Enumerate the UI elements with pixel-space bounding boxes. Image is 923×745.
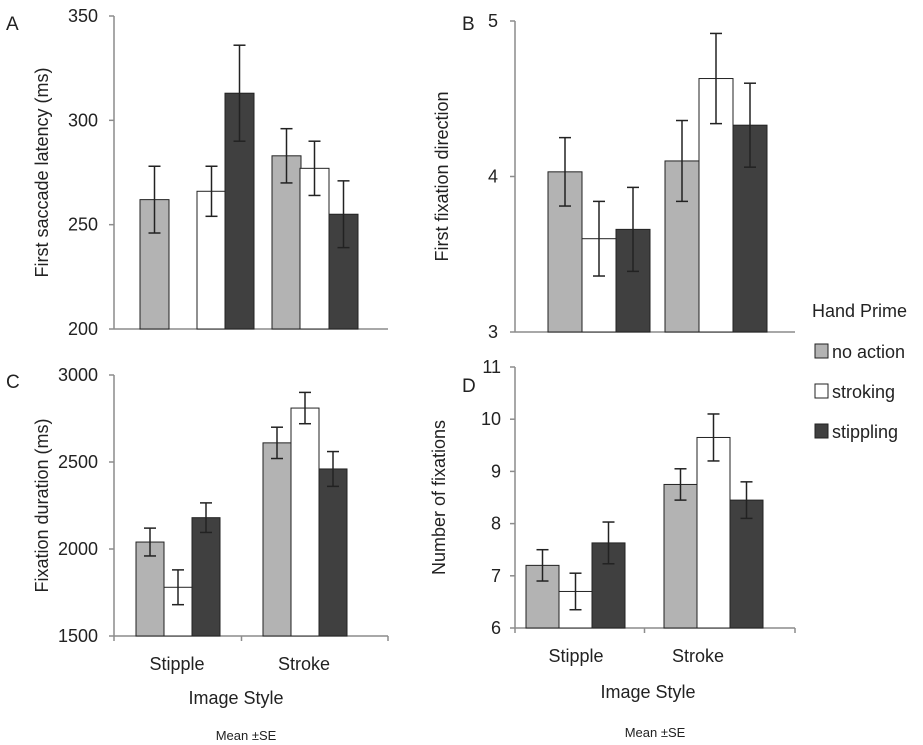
y-tick-label: 10 <box>481 409 501 429</box>
error-bar <box>676 119 688 203</box>
y-axis-label: First fixation direction <box>432 91 452 261</box>
legend-items: no action stroking stippling <box>814 342 905 442</box>
y-tick-label: 9 <box>491 461 501 481</box>
error-bar <box>536 548 549 582</box>
y-tick-label: 200 <box>68 319 98 339</box>
bar-stippling-stipple <box>615 228 651 333</box>
legend-label: no action <box>832 342 905 362</box>
y-tick-label: 5 <box>488 11 498 31</box>
legend-swatch <box>814 343 829 359</box>
error-bar <box>674 468 687 501</box>
error-bar <box>172 569 184 606</box>
error-bar <box>559 136 571 207</box>
error-bar <box>627 186 639 273</box>
category-label: Stroke <box>278 654 330 674</box>
error-bar <box>710 32 722 125</box>
chart-panel-d: D 6 7 8 9 10 11 Number of fixations Stipple Strok… <box>429 357 796 740</box>
bar-stippling-stipple <box>191 517 221 637</box>
legend-label: stroking <box>832 382 895 402</box>
legend-label: stippling <box>832 422 898 442</box>
y-tick-label: 3000 <box>58 365 98 385</box>
legend-swatch <box>814 383 829 399</box>
bar-stippling-stroke <box>318 468 348 637</box>
error-bar <box>200 502 212 534</box>
y-tick-label: 250 <box>68 215 98 235</box>
chart-panel-c: C 1500 2000 2500 3000 Fixation duration (ms) S… <box>6 365 389 743</box>
y-tick-label: 3 <box>488 322 498 342</box>
error-bar <box>271 426 283 460</box>
error-bar <box>299 391 311 425</box>
y-tick-label: 300 <box>68 110 98 130</box>
panel-letter: A <box>6 14 19 35</box>
error-bar <box>569 572 582 611</box>
y-tick-label: 2500 <box>58 452 98 472</box>
panel-letter: C <box>6 372 20 393</box>
legend-item-no-action: no action <box>814 342 905 362</box>
error-bar <box>327 450 339 488</box>
category-label: Stroke <box>672 646 724 666</box>
y-tick-label: 11 <box>482 357 501 377</box>
bar-stroking-stroke <box>290 407 320 637</box>
legend-item-stippling: stippling <box>814 422 898 442</box>
legend-item-stroking: stroking <box>814 382 895 402</box>
y-tick-label: 1500 <box>58 626 98 646</box>
error-bar <box>308 140 321 197</box>
legend: Hand Prime no action stroking stippling <box>812 301 907 442</box>
footnote: Mean ±SE <box>216 728 277 743</box>
y-axis-label: Number of fixations <box>429 420 449 575</box>
panel-letter: D <box>462 376 476 397</box>
bar-no-action-stroke <box>271 155 302 330</box>
error-bar <box>740 481 753 520</box>
y-axis-label: First saccade latency (ms) <box>32 67 52 277</box>
y-axis-label: Fixation duration (ms) <box>32 418 52 592</box>
y-tick-label: 350 <box>68 6 98 26</box>
y-tick-label: 7 <box>491 566 501 586</box>
y-tick-label: 2000 <box>58 539 98 559</box>
category-label: Stipple <box>548 646 603 666</box>
legend-title: Hand Prime <box>812 301 907 321</box>
error-bar <box>593 200 605 277</box>
error-bar <box>337 180 350 249</box>
error-bar <box>148 165 161 234</box>
chart-panel-b: B 3 4 5 First fixation direction <box>432 11 795 342</box>
chart-panel-a: A 200 250 300 350 First saccade latency (ms) <box>6 6 388 339</box>
x-axis-label: Image Style <box>188 688 283 708</box>
x-axis-label: Image Style <box>600 682 695 702</box>
error-bar <box>144 527 156 557</box>
bar-stippling-stroke <box>729 499 764 629</box>
chart-panels: A 200 250 300 350 First saccade latency (ms) B… <box>6 6 796 743</box>
bar-no-action-stroke <box>663 483 698 629</box>
footnote: Mean ±SE <box>625 725 686 740</box>
y-tick-label: 4 <box>488 167 498 187</box>
error-bar <box>280 127 293 184</box>
error-bar <box>744 82 756 168</box>
panel-letter: B <box>462 14 475 35</box>
bar-stroking-stroke <box>696 436 731 629</box>
y-tick-label: 6 <box>491 618 501 638</box>
y-tick-label: 8 <box>491 514 501 534</box>
category-label: Stipple <box>149 654 204 674</box>
error-bar <box>707 413 720 462</box>
legend-swatch <box>814 423 829 439</box>
error-bar <box>233 44 246 142</box>
error-bar <box>602 521 615 565</box>
bar-no-action-stroke <box>262 442 292 637</box>
error-bar <box>205 165 218 218</box>
